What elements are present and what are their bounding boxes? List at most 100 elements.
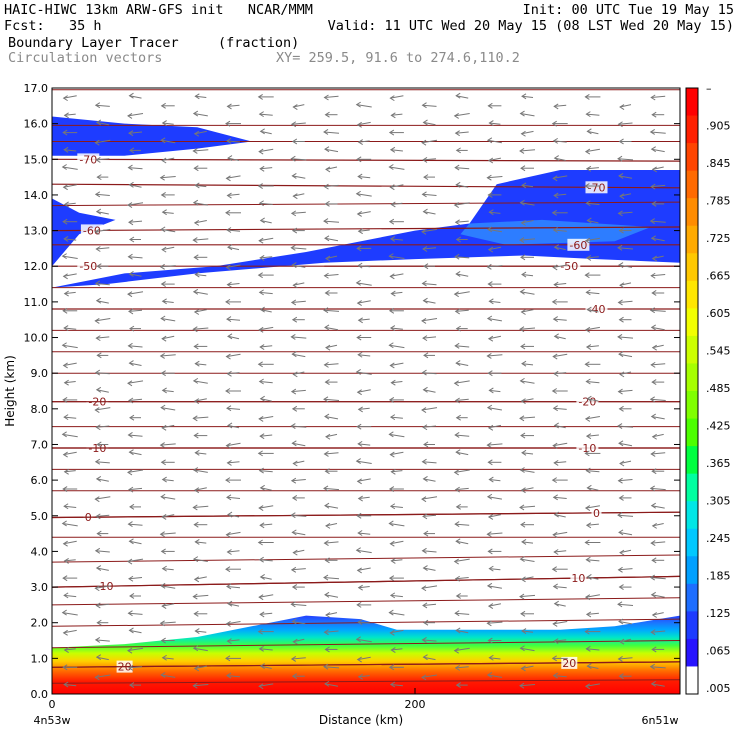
circulation-vector — [290, 299, 306, 306]
isotherm-label-bg — [567, 238, 590, 251]
circulation-vector — [584, 594, 600, 601]
circulation-vector — [95, 475, 109, 482]
circulation-vector — [649, 218, 666, 225]
circulation-vector — [423, 174, 435, 181]
circulation-vector — [519, 682, 536, 689]
circulation-vector — [324, 324, 339, 331]
circulation-vector — [454, 164, 470, 171]
circulation-vector — [519, 645, 535, 652]
circulation-vector — [355, 458, 372, 465]
circulation-vector — [651, 344, 664, 351]
circulation-vector — [421, 407, 438, 413]
circulation-vector — [290, 334, 307, 340]
circulation-vector — [486, 620, 503, 627]
circulation-vector — [585, 645, 600, 652]
circulation-vector — [160, 102, 175, 109]
circulation-vector — [421, 317, 438, 324]
circulation-vector — [290, 566, 306, 573]
circulation-vector — [519, 326, 536, 333]
circulation-vector — [161, 209, 174, 216]
circulation-vector — [290, 121, 306, 128]
circulation-vector — [127, 253, 143, 260]
circulation-vector — [94, 228, 111, 235]
circulation-vector — [618, 262, 633, 268]
x-tick-label: 200 — [405, 698, 426, 711]
isotherm-line — [52, 158, 680, 162]
colorbar: – .905 .845 .785 .725 .665 .605 .545 .485 .425 .36… — [685, 82, 731, 695]
circulation-vector — [389, 95, 404, 102]
circulation-vector — [357, 173, 371, 180]
circulation-vector — [127, 164, 143, 171]
circulation-vector — [160, 226, 176, 233]
circulation-vector — [355, 636, 372, 643]
circulation-vector — [585, 556, 600, 563]
circulation-vector — [388, 342, 405, 349]
circulation-vector — [62, 486, 78, 492]
circulation-vector — [584, 237, 600, 244]
circulation-vector — [455, 414, 468, 421]
circulation-vector — [551, 209, 568, 216]
circulation-vector — [619, 104, 632, 110]
colorbar-swatch — [686, 363, 698, 392]
circulation-vector — [94, 547, 110, 554]
circulation-vector — [552, 583, 567, 590]
circulation-vector — [160, 493, 176, 500]
circulation-vector — [63, 235, 77, 242]
circulation-vector — [129, 414, 141, 421]
circulation-vector — [585, 344, 599, 350]
circulation-vector — [127, 432, 143, 438]
circulation-vector — [193, 130, 207, 137]
circulation-vector — [356, 245, 372, 252]
colorbar-swatch — [686, 308, 698, 337]
circulation-vector — [422, 156, 437, 163]
circulation-vector — [520, 309, 534, 315]
circulation-vector — [128, 92, 142, 99]
circulation-vector — [324, 502, 339, 509]
y-axis-label: Height (km) — [3, 355, 17, 426]
circulation-vector — [325, 522, 338, 529]
circulation-vector — [290, 512, 307, 519]
y-tick-label: 8.0 — [31, 403, 49, 416]
circulation-vector — [650, 324, 665, 331]
tracer-region-3 — [460, 219, 651, 245]
isotherm-label: -50 — [560, 260, 578, 273]
colorbar-label: .185 — [706, 570, 731, 583]
circulation-vector — [194, 449, 207, 456]
circulation-vector — [127, 342, 143, 349]
circulation-vector — [617, 299, 633, 306]
circulation-vector — [390, 557, 403, 564]
circulation-vector — [257, 361, 274, 368]
x-right-end-label: 6n51w — [642, 714, 679, 727]
circulation-vector — [161, 157, 175, 164]
circulation-vector — [356, 656, 371, 663]
circulation-vector — [127, 291, 144, 298]
circulation-vector — [226, 192, 240, 199]
circulation-vector — [161, 565, 174, 572]
circulation-vector — [355, 547, 372, 554]
circulation-vector — [520, 254, 534, 261]
circulation-vector — [453, 380, 470, 387]
circulation-vector — [225, 655, 241, 662]
circulation-vector — [127, 521, 143, 528]
circulation-vector — [487, 603, 501, 610]
circulation-vector — [193, 254, 208, 261]
circulation-vector — [454, 130, 469, 137]
circulation-vector — [486, 531, 503, 538]
circulation-vector — [389, 414, 403, 421]
circulation-vector — [520, 521, 534, 528]
circulation-vector — [487, 548, 502, 555]
colorbar-swatch — [686, 198, 698, 227]
circulation-vector — [96, 174, 109, 181]
circulation-vector — [356, 567, 371, 574]
colorbar-label: .005 — [706, 682, 731, 695]
circulation-vector — [323, 451, 339, 457]
circulation-vector — [323, 663, 340, 670]
circulation-vector — [618, 618, 633, 625]
circulation-vector — [422, 602, 437, 609]
circulation-vector — [390, 468, 403, 475]
circulation-vector — [454, 219, 469, 226]
circulation-vector — [422, 208, 436, 215]
circulation-vector — [259, 395, 272, 402]
circulation-vector — [62, 362, 77, 369]
circulation-vector — [225, 264, 241, 271]
